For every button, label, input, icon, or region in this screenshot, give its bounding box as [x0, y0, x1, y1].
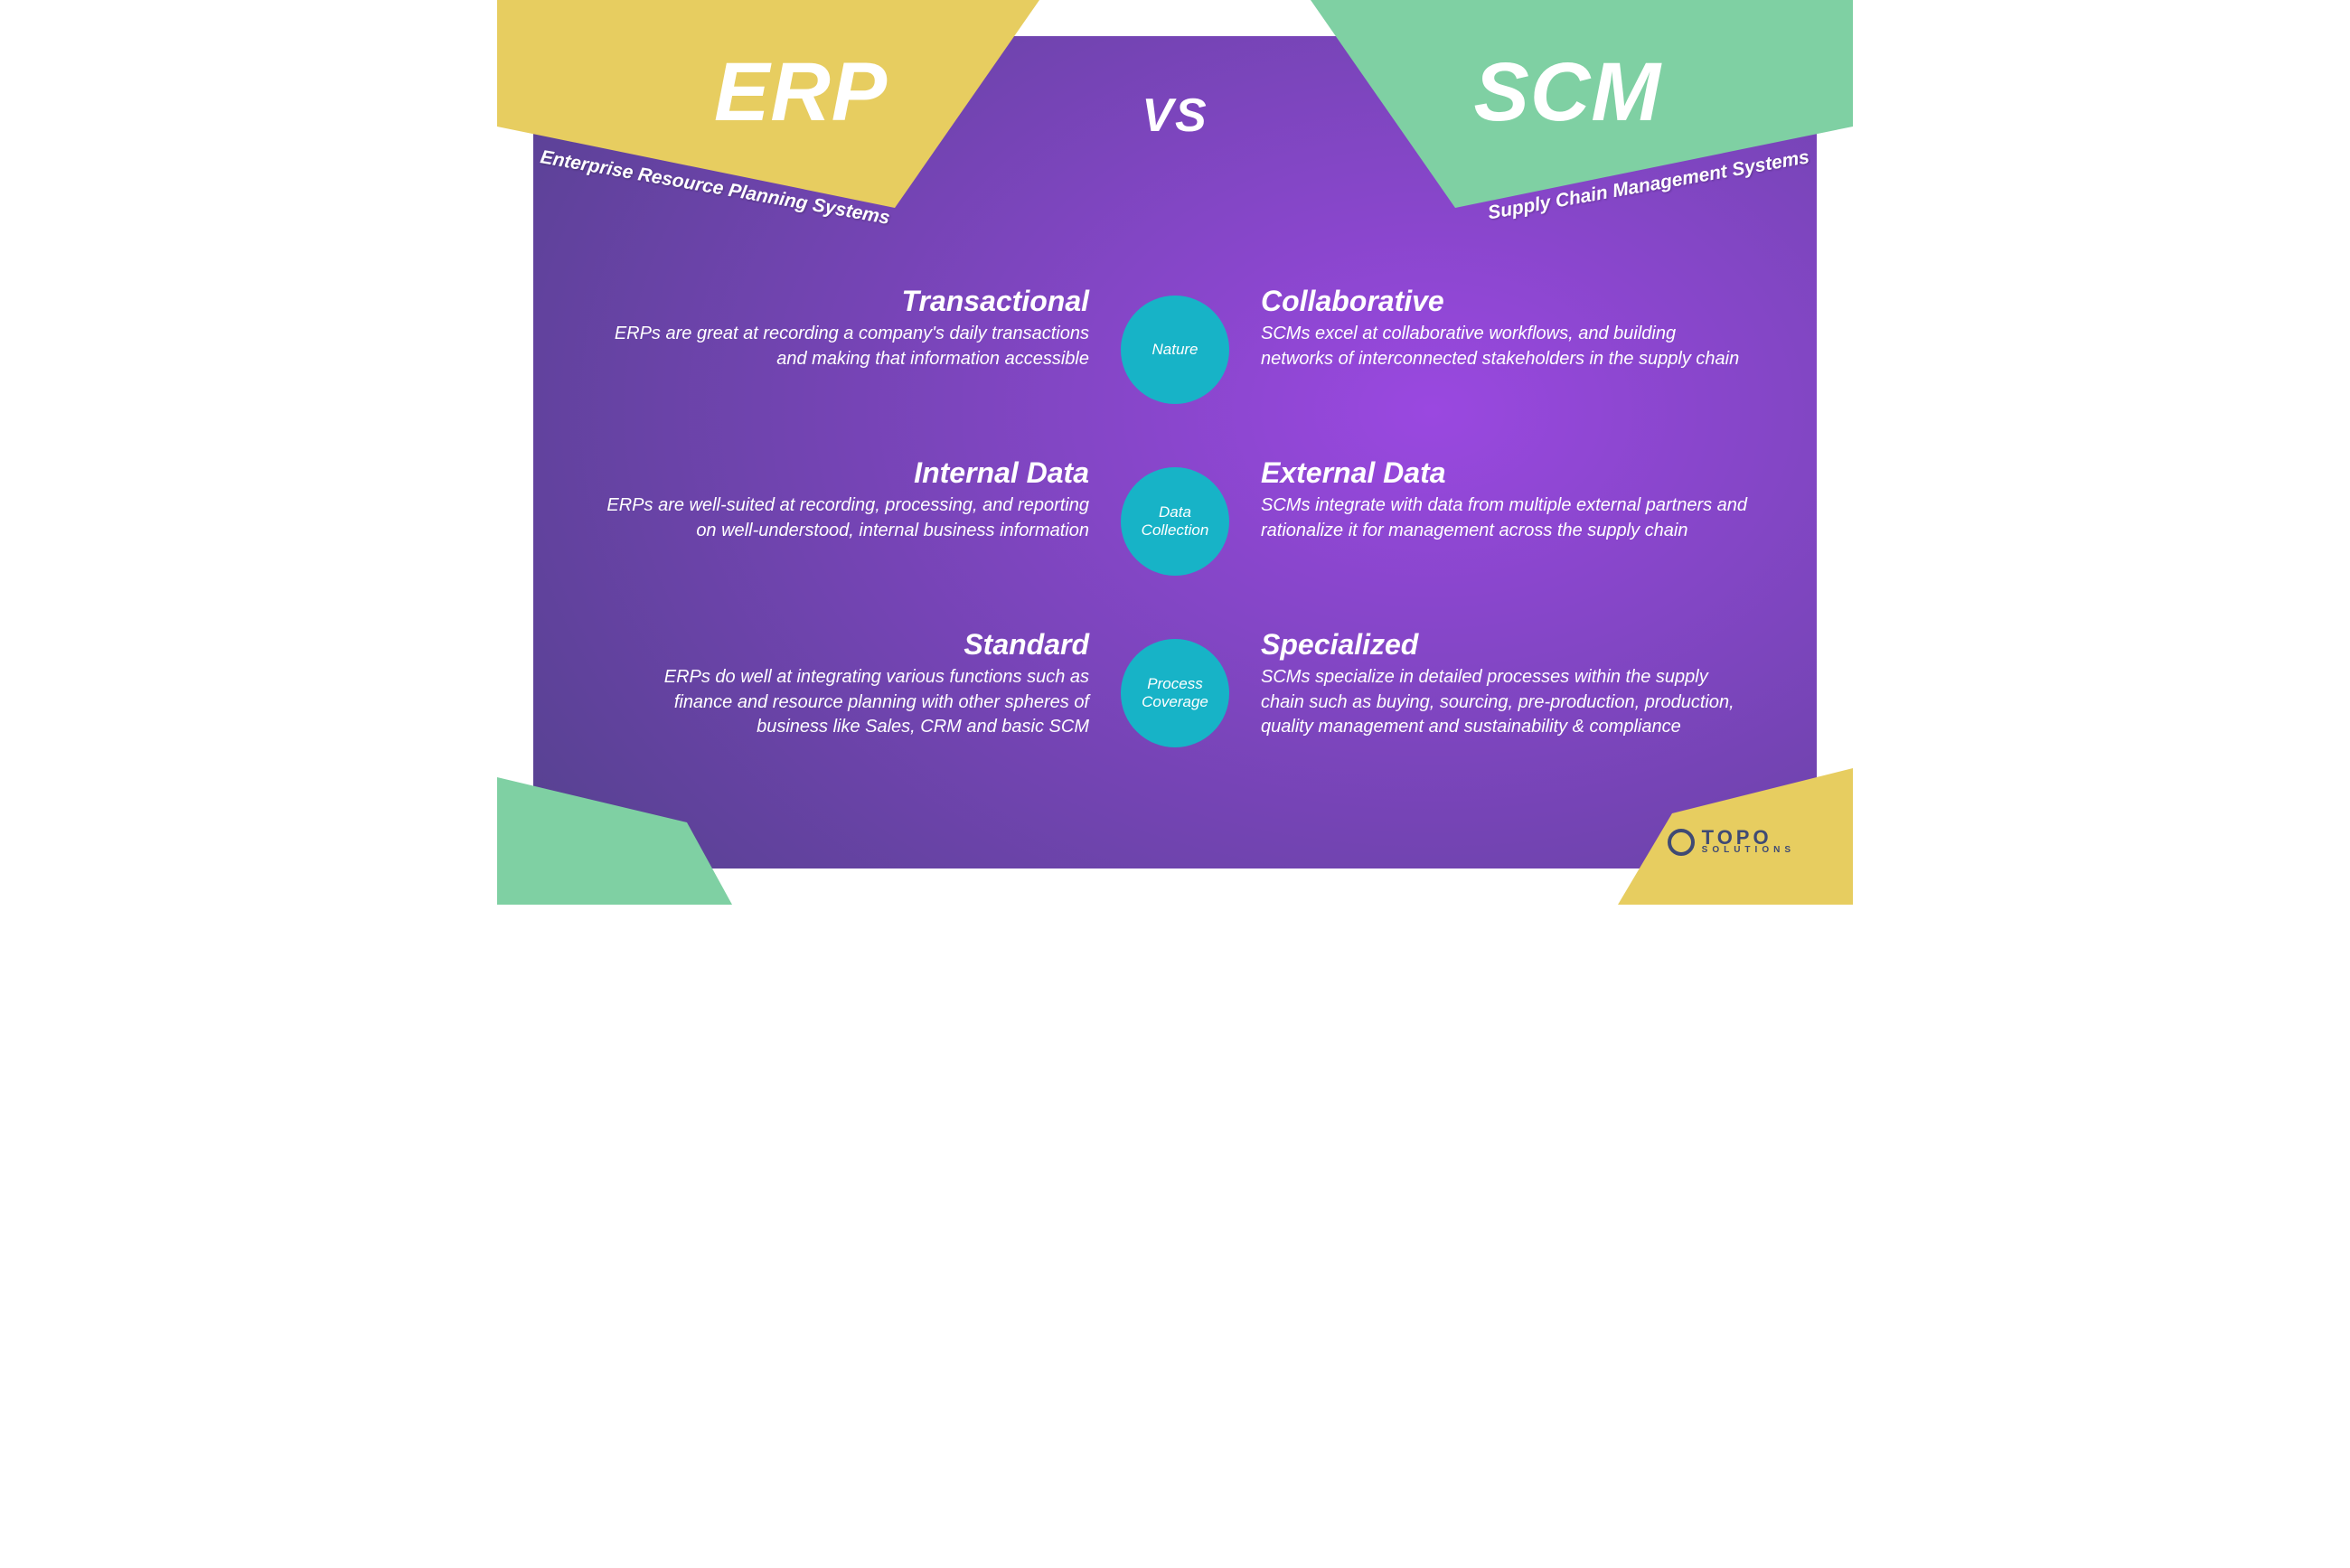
scm-cell: Specialized SCMs specialize in detailed … [1261, 628, 1749, 740]
cell-desc: SCMs integrate with data from multiple e… [1261, 493, 1749, 543]
comparison-row: Standard ERPs do well at integrating var… [497, 628, 1853, 836]
cell-desc: SCMs specialize in detailed processes wi… [1261, 665, 1749, 740]
infographic-stage: ERP VS SCM Enterprise Resource Planning … [497, 0, 1853, 905]
cell-title: External Data [1261, 456, 1749, 490]
brand-logo: TOPO SOLUTIONS [1668, 829, 1795, 856]
scm-cell: External Data SCMs integrate with data f… [1261, 456, 1749, 543]
cell-title: Transactional [601, 285, 1089, 318]
category-badge: Nature [1121, 296, 1229, 404]
scm-cell: Collaborative SCMs excel at collaborativ… [1261, 285, 1749, 371]
cell-title: Internal Data [601, 456, 1089, 490]
category-badge: Process Coverage [1121, 639, 1229, 747]
comparison-row: Internal Data ERPs are well-suited at re… [497, 456, 1853, 628]
cell-title: Specialized [1261, 628, 1749, 662]
comparison-row: Transactional ERPs are great at recordin… [497, 285, 1853, 456]
cell-title: Standard [601, 628, 1089, 662]
logo-tagline: SOLUTIONS [1702, 847, 1795, 855]
scm-heading: SCM [1474, 45, 1661, 140]
erp-cell: Internal Data ERPs are well-suited at re… [601, 456, 1089, 543]
category-badge: Data Collection [1121, 467, 1229, 576]
cell-desc: ERPs are well-suited at recording, proce… [601, 493, 1089, 543]
cell-desc: ERPs do well at integrating various func… [601, 665, 1089, 740]
cell-desc: SCMs excel at collaborative workflows, a… [1261, 322, 1749, 371]
erp-heading: ERP [714, 45, 888, 140]
logo-text: TOPO SOLUTIONS [1702, 830, 1795, 854]
vs-label: VS [1142, 89, 1208, 143]
erp-cell: Standard ERPs do well at integrating var… [601, 628, 1089, 740]
logo-ring-icon [1668, 829, 1695, 856]
comparison-rows: Transactional ERPs are great at recordin… [497, 285, 1853, 836]
cell-desc: ERPs are great at recording a company's … [601, 322, 1089, 371]
erp-cell: Transactional ERPs are great at recordin… [601, 285, 1089, 371]
cell-title: Collaborative [1261, 285, 1749, 318]
